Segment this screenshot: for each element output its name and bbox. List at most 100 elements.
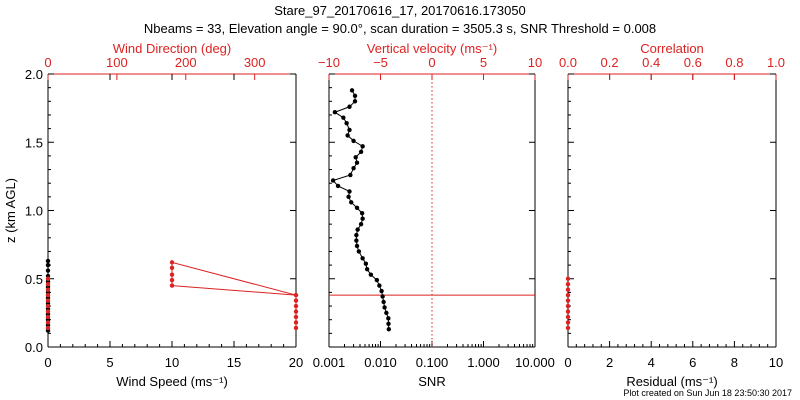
data-point: [169, 260, 175, 265]
x-tick-label: 8: [731, 355, 738, 370]
data-point: [380, 294, 385, 299]
data-point: [347, 127, 352, 133]
data-point: [45, 268, 51, 273]
data-point: [293, 325, 299, 331]
data-point: [386, 327, 392, 332]
data-point: [346, 194, 351, 200]
data-point: [379, 288, 384, 294]
x-tick-label: 0.010: [364, 355, 397, 370]
data-point: [293, 292, 299, 298]
x-tick-label: 15: [227, 355, 241, 370]
x2-tick-label: 0: [44, 55, 51, 70]
x-axis-label: Wind Speed (ms⁻¹): [116, 374, 228, 389]
x2-tick-label: 0.8: [725, 55, 743, 70]
data-point: [353, 155, 358, 160]
data-point: [348, 172, 353, 178]
x2-axis-label: Vertical velocity (ms⁻¹): [367, 41, 497, 56]
data-point: [565, 282, 571, 287]
data-point: [356, 249, 362, 254]
data-point: [45, 325, 51, 331]
x2-axis-label: Correlation: [640, 41, 704, 56]
data-point: [45, 303, 51, 309]
data-point: [293, 309, 299, 314]
data-point: [351, 138, 356, 144]
data-point: [45, 314, 51, 320]
x2-tick-label: −5: [373, 55, 388, 70]
data-point: [382, 305, 387, 310]
data-point: [169, 265, 175, 271]
data-point: [335, 183, 341, 189]
x2-tick-label: 10: [528, 55, 542, 70]
x-tick-label: 20: [289, 355, 303, 370]
data-point: [368, 272, 374, 277]
x2-tick-label: 0.0: [559, 55, 577, 70]
y-tick-label: 1.0: [25, 204, 43, 219]
x-tick-label: 5: [106, 355, 113, 370]
x-tick-label: 4: [648, 355, 655, 370]
data-point: [45, 292, 51, 298]
data-point: [359, 211, 365, 216]
data-point: [363, 261, 369, 266]
x2-tick-label: 100: [106, 55, 128, 70]
x2-tick-label: 0.2: [601, 55, 619, 70]
data-point: [565, 309, 571, 314]
x2-tick-label: 200: [175, 55, 197, 70]
data-point: [341, 115, 346, 120]
data-point: [360, 256, 365, 261]
data-point: [384, 310, 389, 316]
data-point: [349, 200, 354, 205]
data-point: [358, 221, 364, 227]
data-point: [347, 189, 352, 194]
data-point: [169, 277, 175, 283]
data-point: [565, 320, 571, 325]
data-point: [565, 325, 571, 331]
y-tick-label: 2.0: [25, 67, 43, 82]
x-tick-label: 10: [165, 355, 179, 370]
data-point: [565, 276, 571, 281]
data-point: [293, 314, 299, 320]
data-point: [360, 216, 365, 221]
series-line: [171, 261, 297, 328]
snr-panel: 0.001 0.010 0.100 1.000 10.000 −10 −5 0 5 10 SNR Ve…: [313, 41, 555, 389]
data-point: [358, 149, 364, 155]
data-point: [565, 287, 571, 292]
x-tick-label: 10: [769, 355, 783, 370]
y-tick-label: 1.5: [25, 135, 43, 150]
data-point: [293, 303, 299, 309]
data-point: [169, 272, 175, 277]
x2-tick-label: 0.6: [684, 55, 702, 70]
data-point: [565, 298, 571, 303]
data-point: [565, 292, 571, 298]
x-tick-label: 6: [689, 355, 696, 370]
data-point: [351, 165, 356, 171]
series-line: [332, 90, 390, 330]
x2-tick-label: 1.0: [767, 55, 785, 70]
data-point: [386, 316, 391, 321]
data-point: [45, 282, 51, 287]
data-point: [345, 133, 350, 138]
data-point: [45, 276, 51, 281]
figure-title: Stare_97_20170616_17, 20170616.173050: [274, 3, 526, 18]
x-tick-label: 2: [606, 355, 613, 370]
data-point: [349, 88, 355, 93]
data-point: [45, 298, 51, 303]
y-tick-label: 0.0: [25, 340, 43, 355]
x-tick-label: 1.000: [467, 355, 500, 370]
data-point: [565, 314, 571, 320]
data-point: [354, 243, 360, 249]
data-point: [352, 99, 358, 104]
data-point: [332, 110, 338, 115]
x2-tick-label: 5: [480, 55, 487, 70]
y-tick-label: 0.5: [25, 272, 43, 287]
data-point: [355, 227, 360, 232]
data-point: [377, 283, 382, 288]
data-point: [381, 299, 386, 305]
data-point: [45, 262, 51, 268]
residual-panel: 0 2 4 6 8 10 0.0 0.2 0.4 0.6 0.8 1.0 Residual (ms⁻¹)…: [559, 41, 785, 389]
data-point: [354, 160, 360, 165]
data-point: [354, 238, 359, 243]
x-tick-label: 10.000: [515, 355, 555, 370]
data-point: [354, 205, 360, 210]
data-point: [352, 93, 358, 99]
